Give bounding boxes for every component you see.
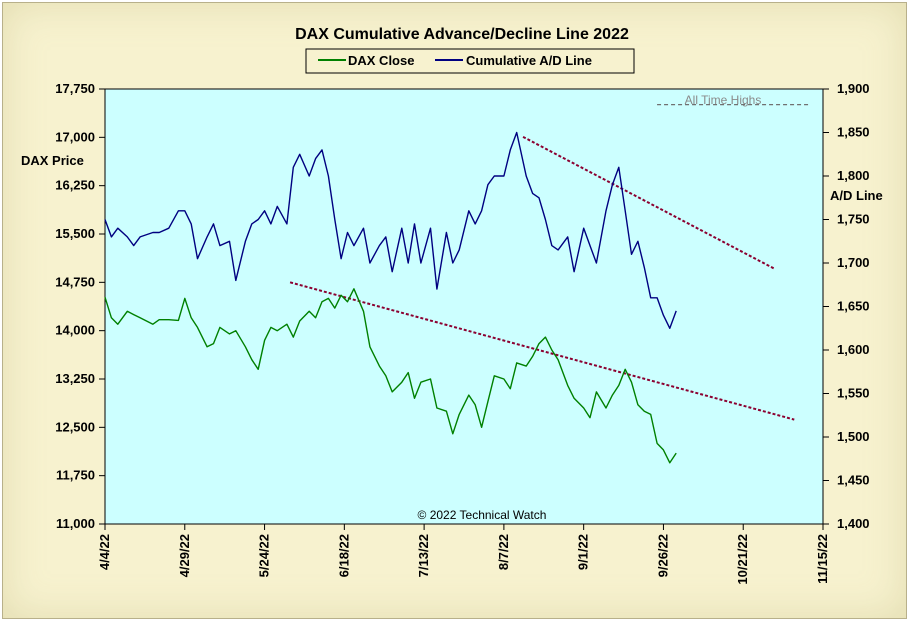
left-axis-tick-label: 17,750 [55, 81, 95, 96]
left-axis-tick-label: 14,000 [55, 323, 95, 338]
right-axis-tick-label: 1,400 [837, 516, 870, 531]
right-axis-tick-label: 1,850 [837, 125, 870, 140]
legend-label-ad: Cumulative A/D Line [466, 53, 592, 68]
right-axis-tick-label: 1,700 [837, 255, 870, 270]
right-axis-tick-label: 1,750 [837, 212, 870, 227]
x-axis-tick-label: 11/15/22 [815, 534, 830, 584]
x-axis-tick-label: 4/29/22 [177, 534, 192, 577]
left-axis-tick-label: 16,250 [55, 178, 95, 193]
series-line-dax-close [104, 288, 677, 464]
right-axis-tick-label: 1,500 [837, 429, 870, 444]
x-axis-tick-label: 5/24/22 [257, 534, 272, 577]
right-axis-tick-label: 1,550 [837, 386, 870, 401]
x-axis-tick-label: 4/4/22 [97, 534, 112, 570]
all-time-highs-label: All Time Highs [685, 93, 762, 107]
left-axis-tick-label: 15,500 [55, 226, 95, 241]
x-axis-tick-label: 9/1/22 [576, 534, 591, 570]
x-axis-tick-label: 10/21/22 [735, 534, 750, 585]
left-axis-tick-label: 17,000 [55, 129, 95, 144]
right-axis-label: A/D Line [830, 188, 883, 203]
right-axis-tick-label: 1,800 [837, 168, 870, 183]
plot-area [104, 88, 824, 525]
left-axis-tick-label: 13,250 [55, 371, 95, 386]
left-axis-label: DAX Price [21, 153, 84, 168]
left-axis-tick-label: 14,750 [55, 274, 95, 289]
copyright-text: © 2022 Technical Watch [418, 508, 547, 522]
right-axis-tick-label: 1,450 [837, 473, 870, 488]
right-axis-tick-label: 1,600 [837, 342, 870, 357]
right-axis-tick-label: 1,650 [837, 299, 870, 314]
left-axis-tick-label: 11,750 [56, 468, 95, 483]
legend: DAX Close Cumulative A/D Line [305, 48, 635, 74]
chart-svg: DAX Cumulative Advance/Decline Line 2022… [21, 26, 883, 585]
x-axis-tick-label: 9/26/22 [655, 534, 670, 577]
left-axis-tick-label: 11,000 [56, 516, 95, 531]
legend-label-dax: DAX Close [348, 53, 414, 68]
x-axis-tick-label: 8/7/22 [496, 534, 511, 570]
ad-downtrend-line [522, 135, 776, 270]
dax-downtrend-line [289, 281, 795, 421]
legend-box [305, 48, 635, 74]
right-axis-tick-label: 1,900 [837, 81, 870, 96]
x-axis-tick-label: 7/13/22 [416, 534, 431, 577]
x-axis-tick-label: 6/18/22 [336, 534, 351, 577]
series-line-cumulative-ad [104, 131, 677, 329]
left-axis-tick-label: 12,500 [55, 419, 95, 434]
chart-title: DAX Cumulative Advance/Decline Line 2022 [295, 26, 629, 43]
